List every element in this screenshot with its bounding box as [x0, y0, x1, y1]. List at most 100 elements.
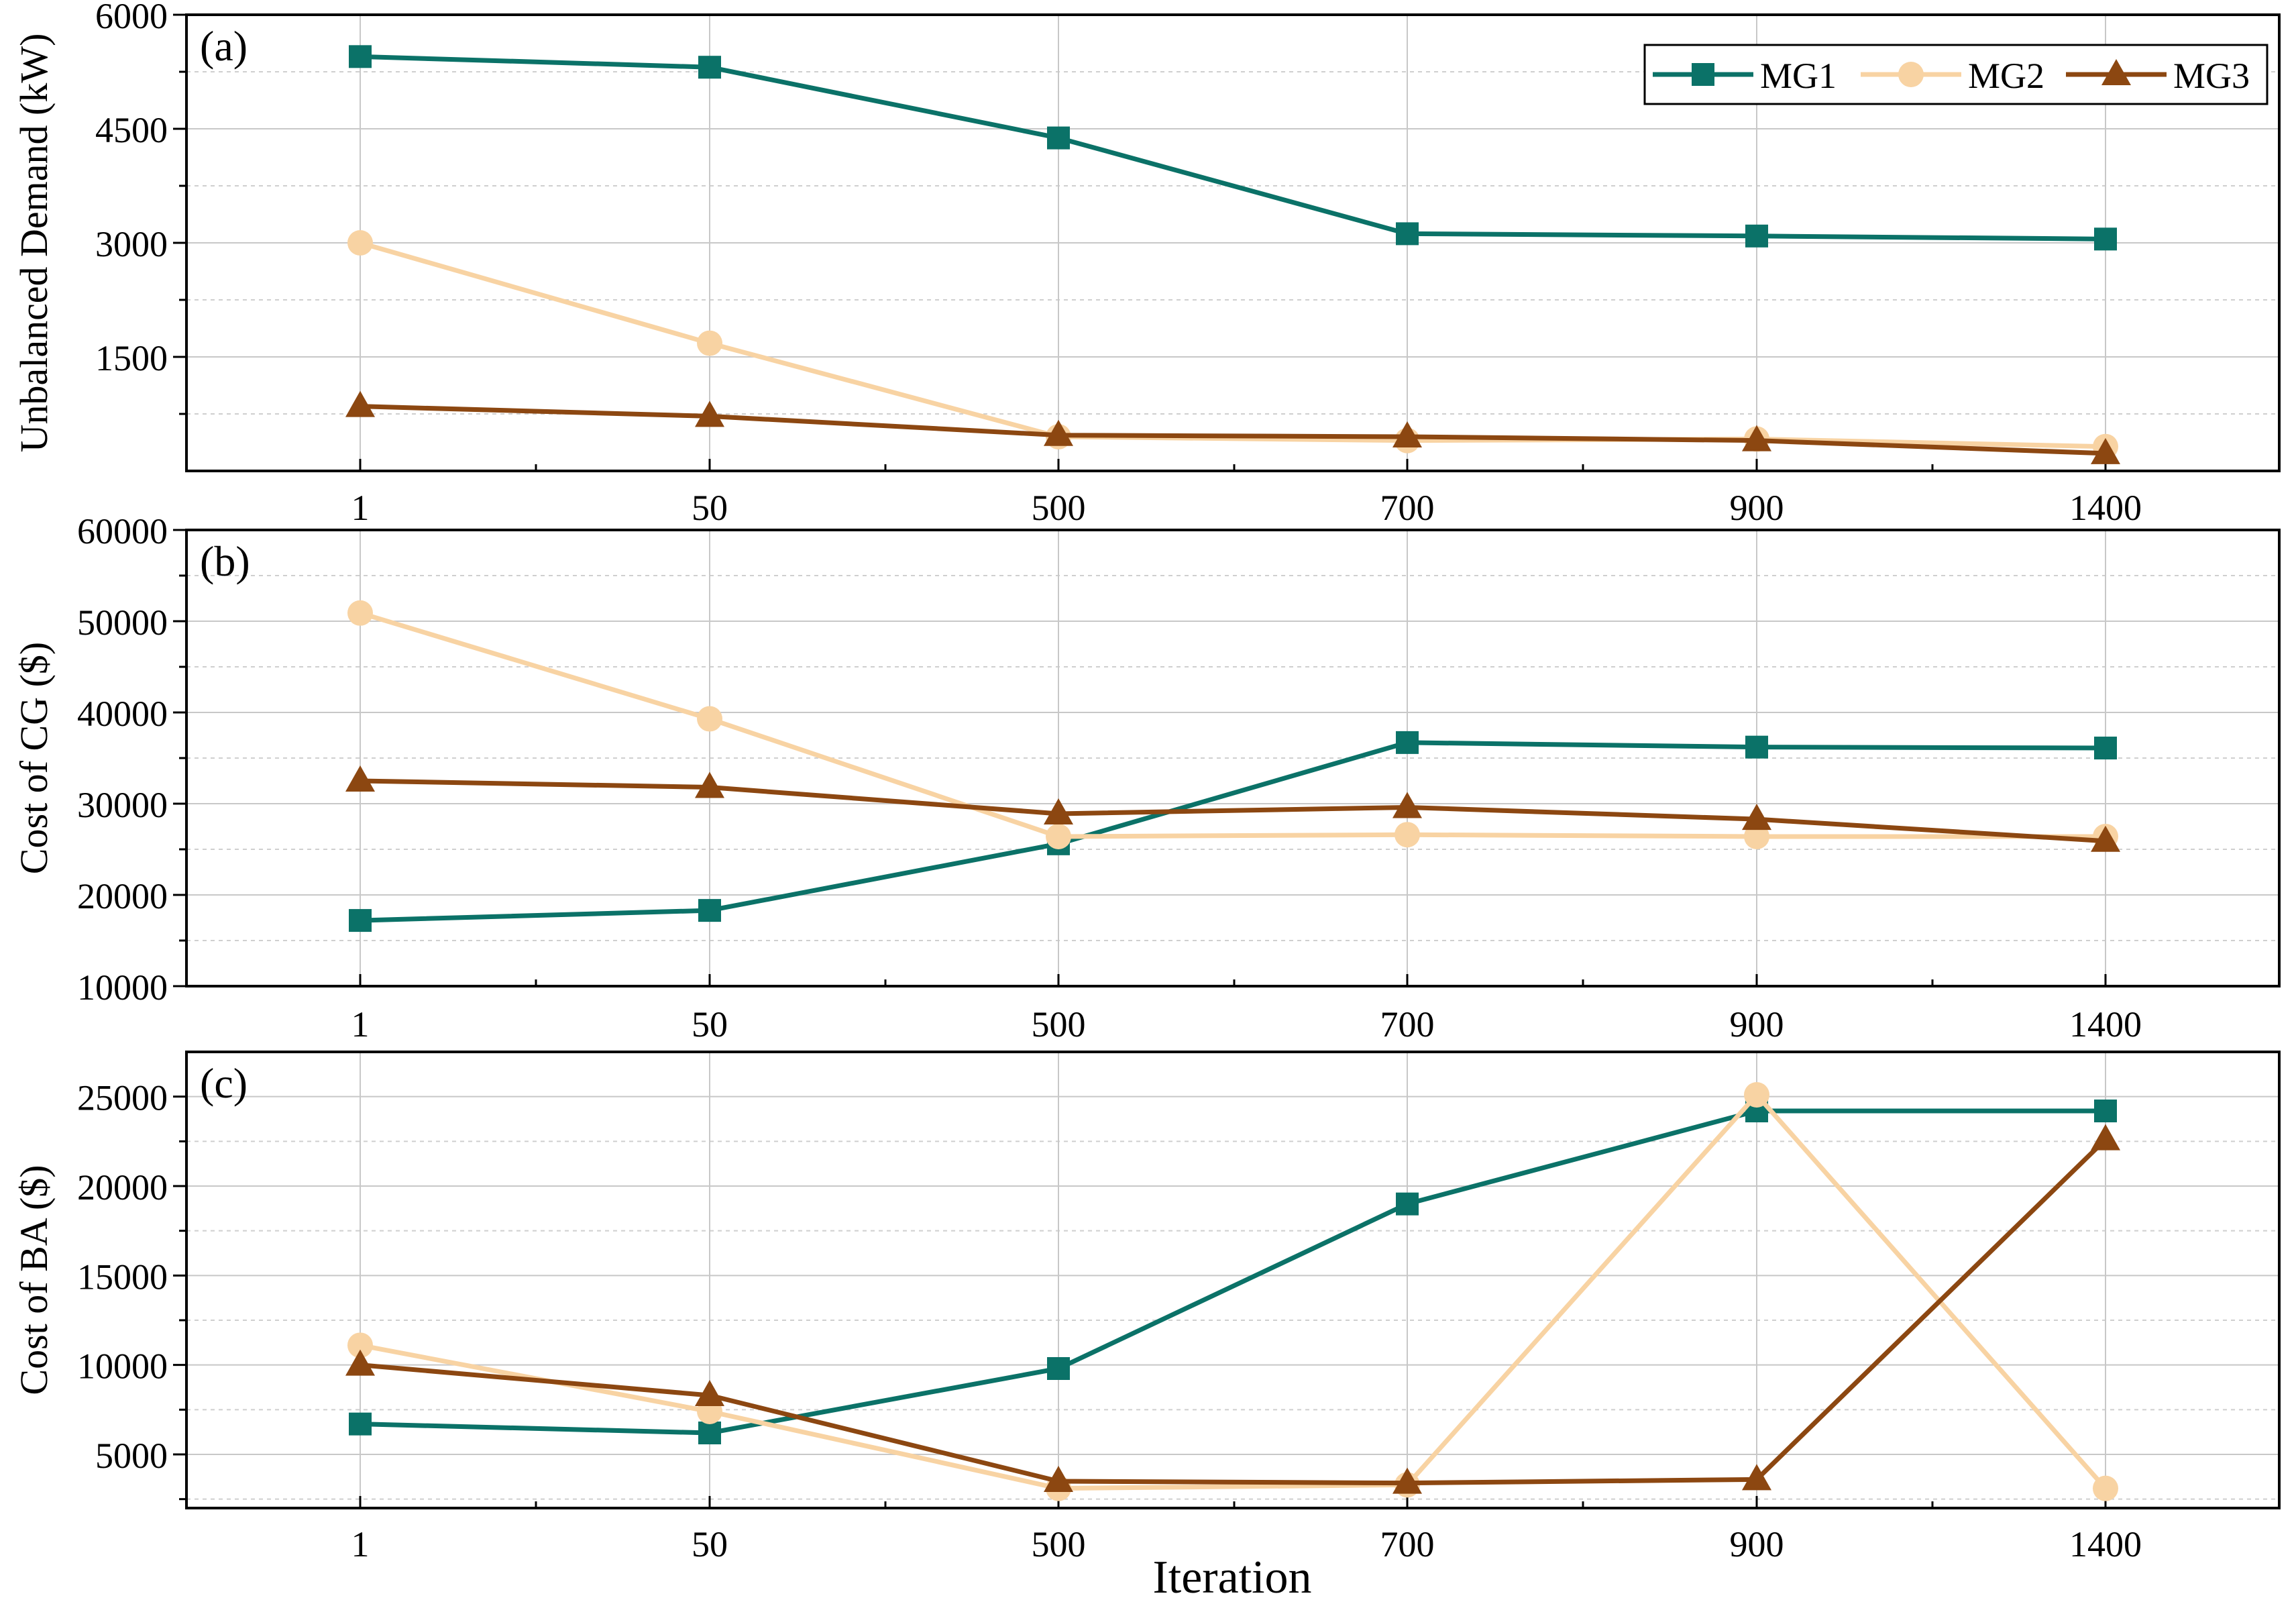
panel-label: (a): [200, 22, 248, 70]
x-axis-label: Iteration: [1152, 1552, 1311, 1603]
x-tick-label: 900: [1730, 1524, 1784, 1564]
y-axis-label: Cost of CG ($): [12, 642, 56, 874]
data-point-mg3: [695, 400, 724, 427]
y-tick-label: 40000: [77, 694, 168, 734]
data-point-mg3: [1044, 1466, 1073, 1492]
panel-label: (b): [200, 537, 250, 585]
data-point-mg2: [1395, 822, 1420, 848]
x-tick-label: 700: [1380, 1524, 1435, 1564]
data-point-mg1: [1745, 735, 1768, 759]
panel-label: (c): [200, 1059, 248, 1107]
x-tick-label: 1: [351, 488, 370, 528]
series-line-mg2: [360, 240, 2106, 449]
data-point-mg2: [347, 230, 373, 256]
data-point-mg1: [2094, 1100, 2117, 1122]
series-line-mg3: [360, 778, 2106, 844]
data-point-mg2: [2093, 1475, 2118, 1501]
data-point-mg1: [349, 909, 372, 932]
data-point-mg1: [698, 56, 721, 79]
data-point-mg2: [1744, 823, 1769, 849]
legend: MG1 MG2 MG3: [1643, 44, 2268, 105]
data-point-mg3: [1742, 804, 1771, 831]
data-point-mg2: [1046, 823, 1071, 849]
data-point-mg2: [347, 600, 373, 626]
x-tick-label: 700: [1380, 1004, 1435, 1045]
x-tick-label: 900: [1730, 488, 1784, 528]
y-tick-label: 20000: [77, 1167, 168, 1208]
data-point-mg1: [1396, 731, 1419, 754]
data-point-mg3: [1392, 792, 1422, 818]
y-axis-label: Unbalanced Demand (kW): [12, 34, 56, 453]
legend-label-mg3: MG3: [2173, 56, 2250, 96]
chart-panel-a: 1500 3000 4500 6000 1 50 500 700 900 1400 Unbalanc…: [12, 0, 2281, 528]
series-line-mg1: [360, 54, 2106, 242]
x-tick-label: 50: [692, 1524, 728, 1564]
x-tick-label: 900: [1730, 1004, 1784, 1045]
x-tick-label: 1400: [2069, 1004, 2142, 1045]
y-tick-label: 25000: [77, 1078, 168, 1118]
data-point-mg1: [1396, 222, 1419, 246]
series-line-mg2: [359, 610, 2106, 839]
x-tick-label: 50: [692, 488, 728, 528]
data-point-mg3: [2091, 437, 2120, 464]
series-line-mg2: [360, 1092, 2108, 1491]
y-tick-label: 50000: [77, 602, 168, 643]
data-point-mg2: [1744, 1082, 1769, 1108]
series-line-mg1: [360, 1108, 2106, 1436]
data-point-mg3: [2091, 825, 2120, 852]
x-tick-label: 500: [1032, 488, 1086, 528]
data-point-mg3: [1392, 421, 1422, 447]
y-tick-label: 3000: [95, 224, 168, 264]
legend-label-mg1: MG1: [1760, 56, 1837, 96]
data-point-mg3: [1044, 798, 1073, 824]
chart-panel-c: 5000 10000 15000 20000 25000 1 50 500 700 900 1400…: [12, 1051, 2281, 1564]
data-point-mg2: [697, 330, 722, 356]
data-point-mg3: [1742, 1464, 1771, 1491]
series-line-mg3: [360, 404, 2106, 456]
y-tick-label: 10000: [77, 967, 168, 1008]
data-point-mg3: [1044, 419, 1073, 446]
y-tick-label: 6000: [95, 0, 168, 36]
data-point-mg3: [2091, 1124, 2120, 1151]
data-point-mg3: [345, 765, 375, 792]
legend-label-mg2: MG2: [1968, 56, 2044, 96]
data-point-mg3: [345, 390, 375, 417]
x-tick-label: 1: [351, 1004, 370, 1045]
legend-marker-mg2: [1898, 62, 1924, 87]
data-point-mg3: [345, 1349, 375, 1376]
y-tick-label: 30000: [77, 785, 168, 825]
x-tick-label: 700: [1380, 488, 1435, 528]
x-tick-label: 500: [1032, 1004, 1086, 1045]
data-point-mg3: [695, 1380, 724, 1406]
y-tick-label: 15000: [77, 1257, 168, 1297]
data-point-mg1: [1047, 126, 1070, 150]
data-point-mg1: [349, 1412, 372, 1436]
y-tick-label: 1500: [95, 338, 168, 378]
data-point-mg3: [695, 771, 724, 798]
data-point-mg1: [349, 45, 372, 68]
y-axis-label: Cost of BA ($): [12, 1165, 56, 1395]
y-tick-label: 20000: [77, 876, 168, 916]
chart-panel-b: 10000 20000 30000 40000 50000 60000 1 50 500 700 9…: [12, 511, 2281, 1045]
data-point-mg1: [1396, 1192, 1419, 1216]
data-point-mg1: [1745, 224, 1768, 248]
data-point-mg1: [2094, 737, 2117, 760]
x-tick-label: 1400: [2069, 1524, 2142, 1564]
x-tick-label: 1400: [2069, 488, 2142, 528]
data-point-mg1: [2094, 227, 2117, 251]
y-tick-label: 5000: [95, 1436, 168, 1476]
x-tick-label: 50: [692, 1004, 728, 1045]
x-tick-label: 1: [351, 1524, 370, 1564]
legend-marker-mg1: [1692, 63, 1714, 86]
data-point-mg2: [697, 706, 722, 732]
data-point-mg1: [698, 1422, 721, 1444]
data-point-mg1: [698, 899, 721, 922]
y-tick-label: 10000: [77, 1346, 168, 1387]
y-tick-label: 60000: [77, 511, 168, 551]
y-tick-label: 4500: [95, 110, 168, 150]
series-line-mg3: [360, 1138, 2108, 1486]
x-tick-label: 500: [1032, 1524, 1086, 1564]
